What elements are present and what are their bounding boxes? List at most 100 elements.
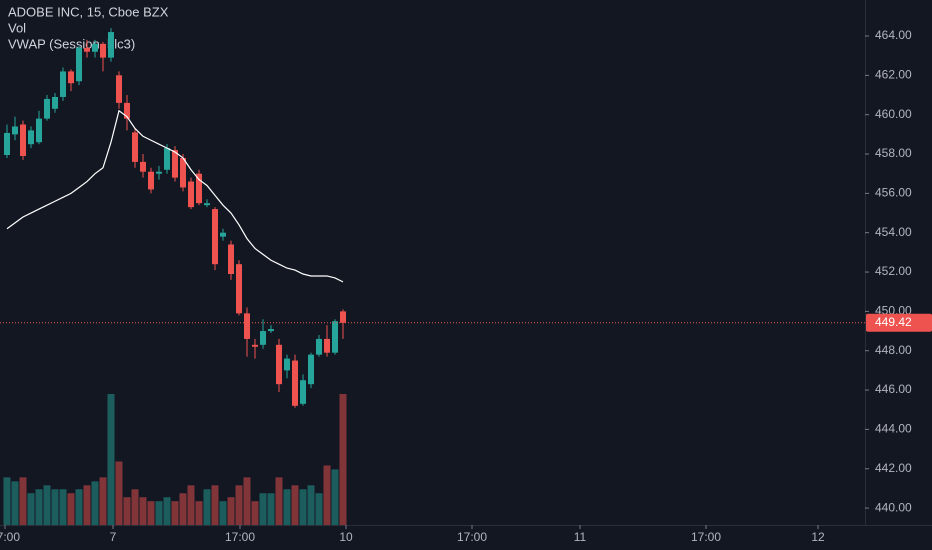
y-tick-label: 452.00 (875, 264, 912, 278)
last-price-badge (866, 313, 932, 332)
x-tick-label: 17:00 (457, 530, 487, 544)
volume-legend: Vol (8, 20, 26, 35)
candle-body (60, 71, 66, 97)
volume-bar (59, 489, 67, 525)
volume-bar (99, 477, 107, 525)
volume-bar (83, 485, 91, 525)
candle-body (324, 338, 330, 353)
candle-body (196, 173, 202, 204)
candle-body (276, 344, 282, 385)
volume-bar (219, 501, 227, 525)
candle-body (260, 331, 266, 345)
candle-body (228, 244, 234, 275)
volume-bar (171, 501, 179, 525)
volume-bar (323, 465, 331, 525)
candle-body (212, 209, 218, 265)
candle-body (180, 157, 186, 188)
x-tick-label: 17:00 (225, 530, 255, 544)
candle-body (188, 181, 194, 208)
volume-bar (339, 394, 347, 525)
volume-bar (3, 477, 11, 525)
volume-bar (211, 485, 219, 525)
volume-bar (163, 497, 171, 525)
candle-body (316, 338, 322, 355)
x-tick-label: 10 (339, 530, 353, 544)
candle-body (292, 360, 298, 406)
y-tick-label: 462.00 (875, 68, 912, 82)
candle-body (20, 124, 26, 156)
candle-body (236, 264, 242, 314)
volume-bar (251, 501, 259, 525)
volume-bar (307, 485, 315, 525)
volume-bar (267, 493, 275, 525)
vwap-line (6, 109, 344, 283)
candle-body (100, 43, 106, 58)
candle-body (244, 313, 250, 339)
volume-bar (35, 489, 43, 525)
y-tick-label: 440.00 (875, 500, 912, 514)
volume-bar (115, 461, 123, 525)
volume-bar (19, 477, 27, 525)
candle-body (284, 358, 290, 371)
candle-body (156, 171, 162, 174)
volume-bar (11, 481, 19, 525)
volume-bar (291, 485, 299, 525)
candle-body (132, 132, 138, 162)
chart-title: ADOBE INC, 15, Cboe BZX (8, 4, 169, 19)
volume-bar (107, 394, 115, 525)
y-tick-label: 448.00 (875, 343, 912, 357)
volume-bar (235, 485, 243, 525)
y-tick-label: 446.00 (875, 382, 912, 396)
y-tick-label: 454.00 (875, 225, 912, 239)
candle-body (36, 118, 42, 143)
volume-bar (155, 501, 163, 525)
volume-bar (243, 477, 251, 525)
x-tick-label: 17:00 (691, 530, 721, 544)
candle-body (332, 321, 338, 353)
candle-body (148, 171, 154, 190)
volume-bar (91, 481, 99, 525)
candle-body (340, 311, 346, 323)
candle-body (268, 329, 274, 332)
x-tick-label: 12 (811, 530, 825, 544)
x-tick-label: 7 (110, 530, 117, 544)
volume-bar (43, 485, 51, 525)
candle-body (28, 130, 34, 145)
volume-bar (67, 493, 75, 525)
x-tick-label: 11 (574, 530, 587, 544)
candle-body (4, 132, 10, 156)
candle-body (76, 47, 82, 82)
candle-body (44, 98, 50, 119)
candle-body (172, 150, 178, 178)
y-tick-label: 458.00 (875, 146, 912, 160)
volume-bar (27, 493, 35, 525)
y-tick-label: 442.00 (875, 461, 912, 475)
volume-bar (51, 489, 59, 525)
volume-bar (147, 501, 155, 525)
volume-bar (139, 497, 147, 525)
volume-bar (259, 493, 267, 525)
volume-bar (179, 493, 187, 525)
candle-body (164, 148, 170, 170)
volume-bar (195, 501, 203, 525)
volume-bar (283, 489, 291, 525)
candle-body (108, 32, 114, 58)
volume-bar (131, 489, 139, 525)
candle-body (12, 126, 18, 135)
x-tick-label: 17:00 (0, 530, 20, 544)
volume-bar (275, 477, 283, 525)
y-tick-label: 460.00 (875, 107, 912, 121)
candle-body (124, 102, 130, 119)
candle-body (300, 380, 306, 404)
candle-body (252, 344, 258, 347)
candle-body (308, 354, 314, 385)
candle-body (84, 47, 90, 52)
candle-body (204, 203, 210, 206)
y-tick-label: 456.00 (875, 186, 912, 200)
candle-body (52, 96, 58, 109)
candle-body (116, 75, 122, 103)
candle-body (92, 43, 98, 52)
y-tick-label: 464.00 (875, 28, 912, 42)
y-tick-label: 444.00 (875, 422, 912, 436)
